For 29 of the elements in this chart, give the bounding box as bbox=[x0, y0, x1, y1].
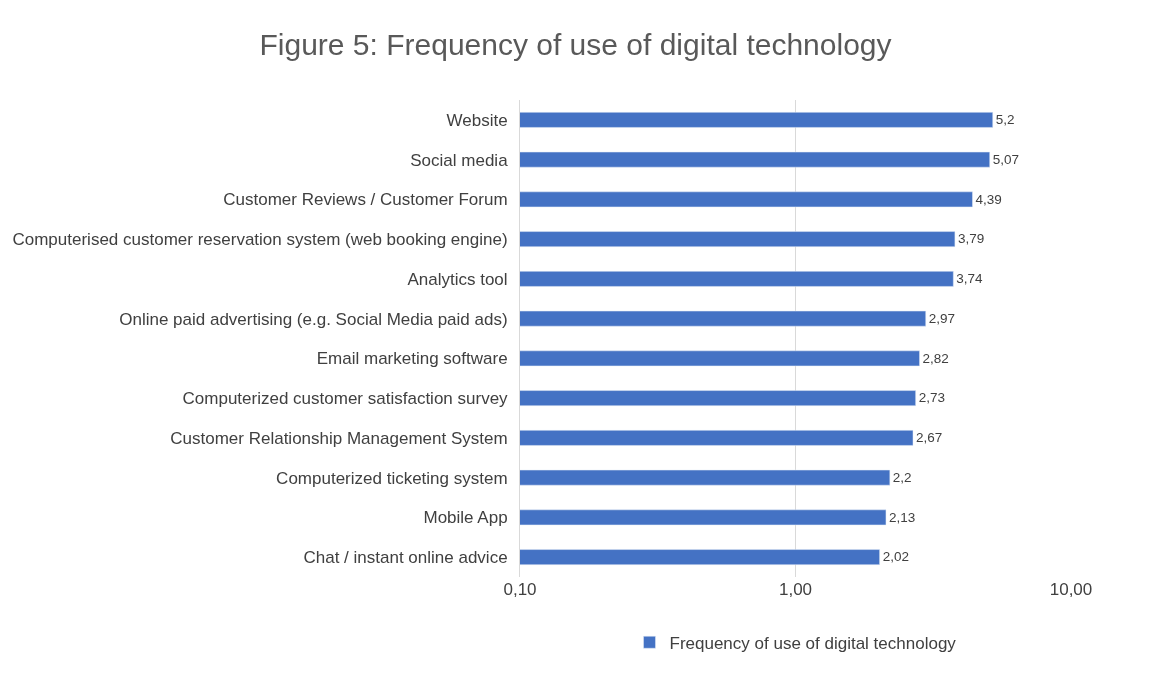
y-tick-label: Computerized ticketing system bbox=[276, 468, 508, 488]
data-label: 2,2 bbox=[892, 470, 912, 485]
data-label: 3,79 bbox=[957, 231, 985, 247]
chart-title: Figure 5: Frequency of use of digital technology bbox=[259, 27, 892, 61]
y-tick-label: Website bbox=[446, 110, 508, 130]
y-tick-label: Computerized customer satisfaction survey bbox=[182, 389, 509, 409]
y-tick-label: Mobile App bbox=[423, 508, 508, 528]
x-tick-label: 10,00 bbox=[1049, 580, 1093, 599]
y-tick-label: Customer Reviews / Customer Forum bbox=[223, 190, 508, 210]
data-label: 3,74 bbox=[956, 271, 984, 287]
data-label: 4,39 bbox=[975, 191, 1002, 207]
x-tick-label: 0,10 bbox=[503, 580, 537, 599]
data-label: 5,2 bbox=[995, 112, 1015, 128]
data-label: 2,82 bbox=[922, 350, 949, 366]
data-label: 5,07 bbox=[992, 152, 1020, 167]
y-tick-label: Social media bbox=[410, 150, 509, 170]
data-label: 2,13 bbox=[888, 509, 916, 525]
data-label: 2,67 bbox=[916, 430, 943, 446]
y-tick-label: Online paid advertising (e.g. Social Media paid ads) bbox=[119, 309, 508, 329]
x-tick-label: 1,00 bbox=[778, 580, 813, 599]
y-tick-label: Analytics tool bbox=[407, 269, 508, 289]
y-tick-label: Computerised customer reservation system (web booking engine) bbox=[12, 230, 508, 250]
y-tick-label: Customer Relationship Management System bbox=[170, 428, 508, 448]
data-label: 2,97 bbox=[928, 311, 956, 326]
y-tick-label: Email marketing software bbox=[316, 349, 508, 369]
legend-label: Frequency of use of digital technology bbox=[669, 633, 957, 653]
y-tick-label: Chat / instant online advice bbox=[303, 548, 508, 568]
data-label: 2,73 bbox=[918, 390, 945, 406]
data-label: 2,02 bbox=[882, 549, 909, 565]
